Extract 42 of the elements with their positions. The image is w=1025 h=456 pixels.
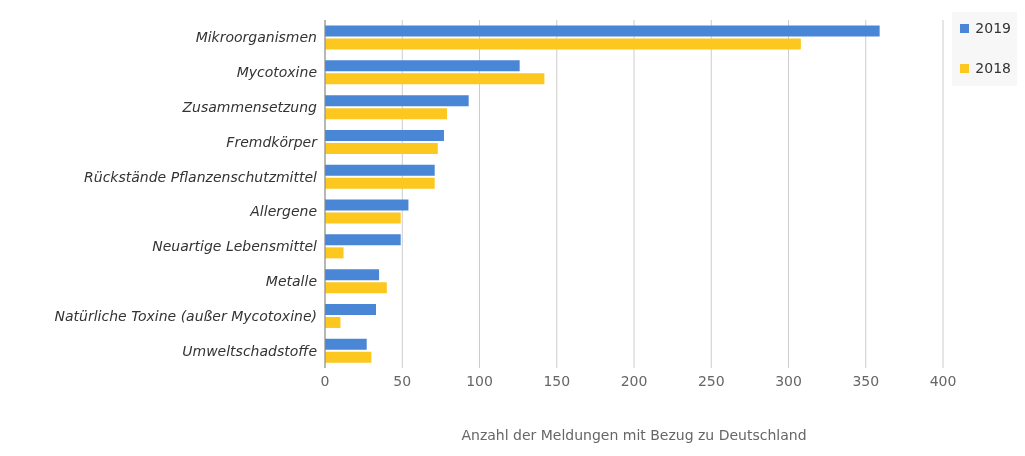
x-tick-label: 100 bbox=[466, 372, 493, 389]
bar bbox=[325, 282, 387, 294]
bar bbox=[325, 164, 435, 176]
y-tick-label: Zusammensetzung bbox=[181, 98, 318, 115]
bar bbox=[325, 338, 367, 350]
x-tick-label: 50 bbox=[393, 372, 412, 389]
bar bbox=[325, 60, 520, 72]
bar bbox=[325, 247, 344, 259]
bar bbox=[325, 129, 444, 141]
bar bbox=[325, 234, 401, 246]
y-tick-label: Neuartige Lebensmittel bbox=[152, 238, 318, 255]
y-tick-label: Allergene bbox=[249, 203, 317, 220]
bar bbox=[325, 25, 880, 37]
bar bbox=[325, 177, 435, 189]
bar bbox=[325, 303, 376, 315]
y-tick-label: Umweltschadstoffe bbox=[182, 342, 317, 359]
bar bbox=[325, 38, 801, 50]
x-tick-label: 350 bbox=[852, 372, 880, 389]
y-tick-label: Metalle bbox=[265, 272, 317, 289]
x-axis-title: Anzahl der Meldungen mit Bezug zu Deutschland bbox=[461, 427, 807, 443]
y-tick-label: Mikroorganismen bbox=[195, 29, 317, 46]
bar bbox=[325, 351, 372, 363]
legend-label: 2018 bbox=[975, 60, 1011, 76]
bar bbox=[325, 212, 401, 224]
bar bbox=[325, 73, 545, 85]
y-tick-label: Fremdkörper bbox=[226, 133, 319, 150]
x-tick-label: 400 bbox=[929, 372, 957, 389]
bar bbox=[325, 95, 469, 107]
x-tick-label: 200 bbox=[620, 372, 648, 389]
y-tick-label: Natürliche Toxine (außer Mycotoxine) bbox=[54, 307, 317, 324]
bar bbox=[325, 108, 448, 120]
legend-label: 2019 bbox=[975, 20, 1011, 36]
bar bbox=[325, 142, 438, 154]
x-tick-label: 250 bbox=[697, 372, 725, 389]
x-tick-label: 300 bbox=[775, 372, 802, 389]
bar bbox=[325, 316, 341, 328]
x-tick-label: 0 bbox=[320, 372, 330, 389]
y-tick-label: Rückstände Pflanzenschutzmittel bbox=[84, 168, 318, 185]
bar bbox=[325, 269, 380, 281]
y-tick-label: Mycotoxine bbox=[236, 64, 317, 81]
x-tick-label: 150 bbox=[543, 372, 571, 389]
bar bbox=[325, 199, 409, 211]
